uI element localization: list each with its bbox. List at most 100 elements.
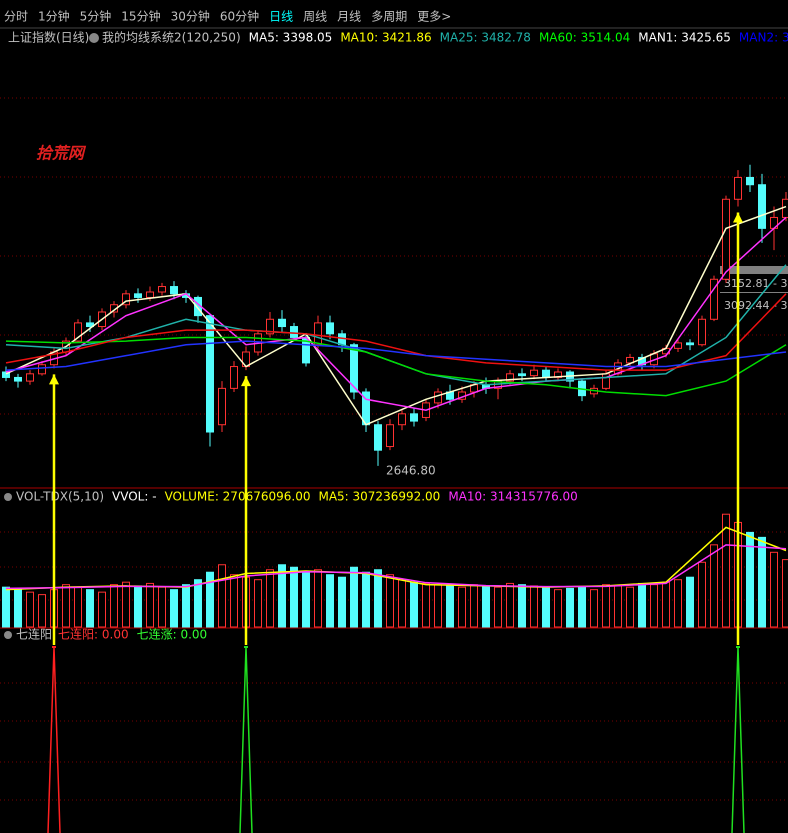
volume-bar <box>770 551 778 628</box>
volume-bar <box>698 561 706 628</box>
volume-bar <box>422 582 430 628</box>
volume-bar <box>710 544 718 628</box>
toolbar-item[interactable]: 分时 <box>4 10 28 24</box>
toolbar-item[interactable]: 30分钟 <box>171 9 210 24</box>
ma-line <box>5 336 787 397</box>
candle-body <box>86 322 94 328</box>
legend-entry: 七连涨: 0.00 <box>137 627 208 642</box>
volume-bar <box>686 576 694 628</box>
legend-entry: MA10: 314315776.00 <box>448 490 578 504</box>
volume-bar <box>614 585 622 628</box>
candle-body <box>122 293 130 306</box>
candle-body <box>410 413 418 422</box>
volume-bar <box>374 569 382 628</box>
candle-body <box>146 291 154 298</box>
volume-bar <box>98 591 106 628</box>
legend-entry: 七连阳: 0.00 <box>58 627 129 642</box>
toolbar-item[interactable]: 月线 <box>337 10 361 24</box>
volume-bar <box>86 589 94 628</box>
collapse-icon[interactable] <box>4 493 12 501</box>
volume-bar <box>470 584 478 628</box>
legend-entry: MA5: 307236992.00 <box>318 490 440 504</box>
volume-bar <box>530 585 538 628</box>
candle-body <box>542 369 550 378</box>
collapse-icon[interactable] <box>4 631 12 639</box>
volume-bar <box>506 582 514 628</box>
volume-bar <box>134 585 142 628</box>
toolbar-item[interactable]: 1分钟 <box>38 9 70 24</box>
volume-bar <box>2 586 10 628</box>
legend-entry: MA60: 3514.04 <box>539 31 630 45</box>
volume-bar <box>290 566 298 628</box>
signal-arrow-head <box>49 374 59 385</box>
volume-bar <box>746 531 754 628</box>
ma-line <box>5 544 787 590</box>
price-label-bar <box>720 266 788 274</box>
volume-bar <box>14 589 22 628</box>
candle-body <box>314 322 322 346</box>
volume-bar <box>626 586 634 628</box>
volume-bar <box>314 569 322 628</box>
candle-body <box>398 413 406 426</box>
legend-entry: MAN2: 3240.90 <box>739 31 788 45</box>
candle-body <box>518 373 526 377</box>
candle-body <box>350 344 358 393</box>
watermark: 拾荒网 <box>36 144 87 163</box>
volume-bar <box>110 584 118 628</box>
signal-arrow-head <box>241 376 251 387</box>
candle-body <box>434 391 442 404</box>
volume-bar <box>326 574 334 628</box>
collapse-icon[interactable] <box>89 33 99 43</box>
volume-bar <box>38 594 46 628</box>
toolbar-item[interactable]: 日线 <box>269 10 293 24</box>
candle-body <box>722 198 730 280</box>
candle-body <box>170 286 178 295</box>
ma-line <box>5 340 787 371</box>
candle-body <box>734 176 742 200</box>
candle-body <box>278 318 286 328</box>
legend-entry: MA10: 3421.86 <box>340 31 431 45</box>
legend-entry: MAN1: 3425.65 <box>638 31 731 45</box>
volume-bar <box>494 586 502 628</box>
volume-bar <box>482 585 490 628</box>
candle-body <box>290 326 298 338</box>
signal-title: 七连阳 <box>16 627 52 642</box>
candle-body <box>710 278 718 320</box>
volume-bar <box>218 564 226 628</box>
toolbar-item[interactable]: 15分钟 <box>121 9 160 24</box>
volume-bar <box>434 584 442 628</box>
volume-bar <box>362 571 370 628</box>
toolbar-item[interactable]: 更多> <box>417 10 451 24</box>
candle-body <box>674 342 682 349</box>
toolbar-item[interactable]: 5分钟 <box>80 9 112 24</box>
candle-body <box>530 369 538 377</box>
candle-body <box>26 373 34 382</box>
toolbar-item[interactable]: 周线 <box>303 10 327 24</box>
candle-body <box>698 318 706 346</box>
candle-body <box>14 376 22 382</box>
volume-bar <box>674 579 682 628</box>
volume-bar <box>446 585 454 628</box>
volume-bar <box>410 581 418 628</box>
toolbar-item[interactable]: 多周期 <box>371 10 407 24</box>
volume-bar <box>302 571 310 628</box>
volume-bar <box>350 566 358 628</box>
signal-arrow-head <box>733 212 743 223</box>
candle-body <box>266 318 274 335</box>
volume-bar <box>650 584 658 628</box>
low-label: 2646.80 <box>386 464 436 478</box>
candle-body <box>374 424 382 451</box>
ma-line <box>5 293 787 371</box>
volume-bar <box>722 513 730 628</box>
toolbar-item[interactable]: 60分钟 <box>220 9 259 24</box>
price-label: 3152.81 - 31 <box>724 277 788 290</box>
volume-bar <box>254 579 262 628</box>
volume-bar <box>518 584 526 628</box>
candle-body <box>758 184 766 229</box>
candle-body <box>134 293 142 298</box>
volume-bar <box>278 564 286 628</box>
candle-body <box>38 364 46 375</box>
volume-bar <box>662 581 670 628</box>
